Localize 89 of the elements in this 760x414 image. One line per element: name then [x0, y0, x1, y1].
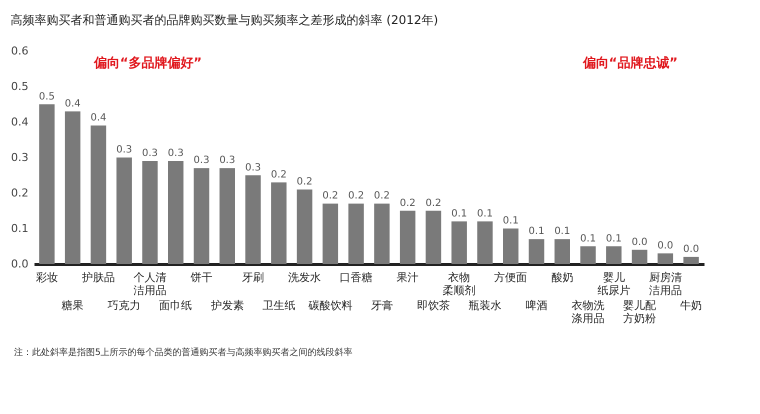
data-label: 0.2 — [374, 190, 390, 202]
bar — [426, 210, 442, 264]
data-label: 0.2 — [322, 190, 338, 202]
x-tick-label: 果汁 — [396, 271, 419, 284]
bar — [271, 182, 287, 264]
data-label: 0.3 — [194, 155, 210, 166]
bar — [116, 158, 132, 264]
x-tick-label: 碳酸饮料 — [307, 299, 352, 312]
bar — [245, 175, 261, 264]
x-tick-label: 巧克力 — [108, 299, 141, 312]
data-label: 0.3 — [168, 148, 184, 160]
bar — [220, 168, 235, 264]
data-label: 0.2 — [400, 198, 416, 209]
bar — [503, 228, 518, 264]
x-tick-label: 衣物洗涤用品 — [572, 299, 605, 325]
x-tick-label: 护肤品 — [80, 271, 115, 284]
x-tick-label: 面巾纸 — [159, 299, 192, 312]
x-tick-label: 婴儿配方奶粉 — [623, 299, 656, 325]
y-tick-label: 0.4 — [11, 116, 28, 128]
bar — [632, 250, 648, 264]
x-tick-label: 方便面 — [494, 271, 528, 284]
data-label: 0.5 — [38, 91, 55, 102]
bar — [348, 204, 364, 264]
x-tick-label: 厨房清洁用品 — [648, 271, 682, 297]
annotation: 偏向“多品牌偏好” — [92, 55, 202, 71]
bar — [683, 256, 699, 264]
bar — [451, 221, 467, 264]
x-tick-label: 彩妆 — [36, 271, 58, 284]
data-label: 0.3 — [142, 148, 158, 160]
x-tick-label: 洗发水 — [288, 271, 322, 284]
x-tick-label: 牛奶 — [680, 299, 702, 312]
bar — [39, 104, 55, 264]
data-label: 0.3 — [116, 144, 132, 156]
data-label: 0.2 — [296, 176, 313, 188]
bar — [580, 246, 596, 264]
data-label: 0.0 — [683, 244, 700, 255]
bar — [194, 168, 210, 264]
bar — [606, 246, 622, 264]
bar — [374, 204, 390, 264]
data-label: 0.1 — [606, 233, 622, 244]
data-label: 0.2 — [425, 198, 442, 209]
data-label: 0.1 — [580, 233, 596, 244]
bar — [168, 161, 184, 264]
y-tick-label: 0.6 — [11, 44, 28, 58]
bar — [658, 253, 674, 264]
annotation: 偏向“品牌忠诚” — [582, 55, 678, 71]
bar — [296, 189, 312, 264]
x-tick-label: 衣物柔顺剂 — [442, 271, 476, 297]
data-label: 0.2 — [270, 169, 287, 180]
bar — [322, 204, 338, 264]
x-tick-label: 牙刷 — [242, 271, 264, 284]
data-label: 0.1 — [477, 208, 493, 220]
data-label: 0.4 — [64, 98, 81, 110]
x-tick-label: 瓶装水 — [468, 299, 502, 312]
data-label: 0.0 — [632, 236, 648, 248]
x-tick-label: 护发素 — [210, 299, 244, 312]
x-tick-label: 酸奶 — [551, 271, 574, 284]
data-label: 0.4 — [90, 112, 106, 124]
x-tick-label: 卫生纸 — [262, 299, 296, 312]
x-tick-label: 口香糖 — [340, 271, 373, 284]
data-label: 0.1 — [502, 216, 519, 226]
bar — [400, 210, 416, 264]
x-tick-label: 婴儿纸尿片 — [597, 271, 630, 297]
data-label: 0.0 — [657, 240, 674, 252]
text: 注：此处斜率是指图5上所示的每个品类的普通购买者与高频率购买者之间的线段斜率 — [14, 347, 353, 358]
x-tick-label: 即饮茶 — [416, 299, 450, 312]
bar — [64, 111, 80, 264]
bar — [142, 161, 158, 264]
bar — [554, 239, 570, 264]
y-tick-label: 0.2 — [11, 186, 28, 200]
bar — [90, 126, 106, 264]
data-label: 0.1 — [451, 208, 468, 220]
data-label: 0.1 — [554, 226, 570, 238]
x-tick-label: 牙膏 — [370, 299, 393, 312]
x-tick-label: 啤酒 — [526, 299, 548, 312]
chart-title: 高频率购买者和普通购买者的品牌购买数量与购买频率之差形成的斜率 (2012年) — [10, 13, 438, 27]
y-tick-label: 0.1 — [11, 222, 28, 235]
y-tick-label: 0.5 — [11, 80, 28, 93]
x-tick-label: 饼干 — [190, 271, 212, 284]
data-label: 0.3 — [245, 162, 261, 174]
x-tick-label: 糖果 — [62, 299, 84, 312]
y-tick-label: 0.3 — [11, 151, 28, 164]
bar — [528, 239, 544, 264]
y-tick-label: 0.0 — [11, 258, 28, 270]
bar — [477, 221, 493, 264]
x-tick-label: 个人清洁用品 — [133, 271, 166, 297]
data-label: 0.2 — [348, 190, 364, 202]
data-label: 0.1 — [528, 226, 544, 238]
data-label: 0.3 — [219, 155, 236, 166]
